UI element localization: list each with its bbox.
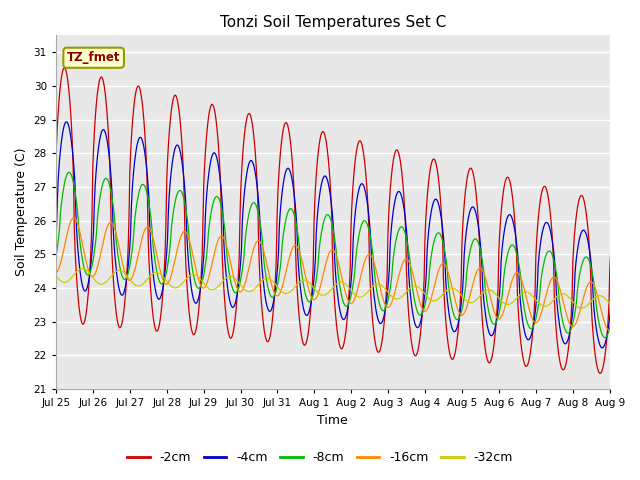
-32cm <box>260 276 268 282</box>
-16cm <box>260 249 268 254</box>
-8cm <box>52 254 60 260</box>
-8cm <box>65 169 73 175</box>
-16cm <box>122 273 130 278</box>
-4cm <box>413 324 421 330</box>
Y-axis label: Soil Temperature (C): Soil Temperature (C) <box>15 148 28 276</box>
Line: -32cm: -32cm <box>56 268 640 310</box>
Line: -8cm: -8cm <box>56 172 640 342</box>
-32cm <box>413 284 421 289</box>
-8cm <box>122 276 130 281</box>
-2cm <box>231 321 239 326</box>
-4cm <box>52 235 60 240</box>
-8cm <box>413 308 421 314</box>
Line: -4cm: -4cm <box>56 122 640 352</box>
-2cm <box>633 374 640 380</box>
Line: -2cm: -2cm <box>56 68 640 377</box>
-2cm <box>52 159 60 165</box>
-4cm <box>447 318 454 324</box>
-8cm <box>282 215 290 221</box>
-2cm <box>260 324 268 330</box>
-32cm <box>231 276 239 281</box>
-2cm <box>122 285 130 291</box>
-2cm <box>60 65 68 71</box>
-8cm <box>447 296 454 302</box>
-4cm <box>63 119 70 125</box>
-32cm <box>122 272 130 277</box>
-2cm <box>282 120 290 125</box>
-2cm <box>447 353 454 359</box>
Line: -16cm: -16cm <box>56 218 640 335</box>
-8cm <box>260 257 268 263</box>
-16cm <box>70 215 77 221</box>
-4cm <box>636 349 640 355</box>
Text: TZ_fmet: TZ_fmet <box>67 51 120 64</box>
-4cm <box>260 284 268 290</box>
-8cm <box>638 339 640 345</box>
-32cm <box>447 285 454 291</box>
-32cm <box>282 290 290 296</box>
-16cm <box>52 270 60 276</box>
-8cm <box>231 289 239 295</box>
-2cm <box>413 350 421 356</box>
-16cm <box>447 277 454 283</box>
-4cm <box>282 168 290 173</box>
-16cm <box>282 268 290 274</box>
-4cm <box>231 302 239 308</box>
-32cm <box>614 307 622 313</box>
-4cm <box>122 280 130 286</box>
Legend: -2cm, -4cm, -8cm, -16cm, -32cm: -2cm, -4cm, -8cm, -16cm, -32cm <box>122 446 518 469</box>
Title: Tonzi Soil Temperatures Set C: Tonzi Soil Temperatures Set C <box>220 15 446 30</box>
X-axis label: Time: Time <box>317 414 348 427</box>
-32cm <box>52 273 60 278</box>
-16cm <box>231 277 239 283</box>
-32cm <box>79 265 86 271</box>
-16cm <box>413 289 421 295</box>
